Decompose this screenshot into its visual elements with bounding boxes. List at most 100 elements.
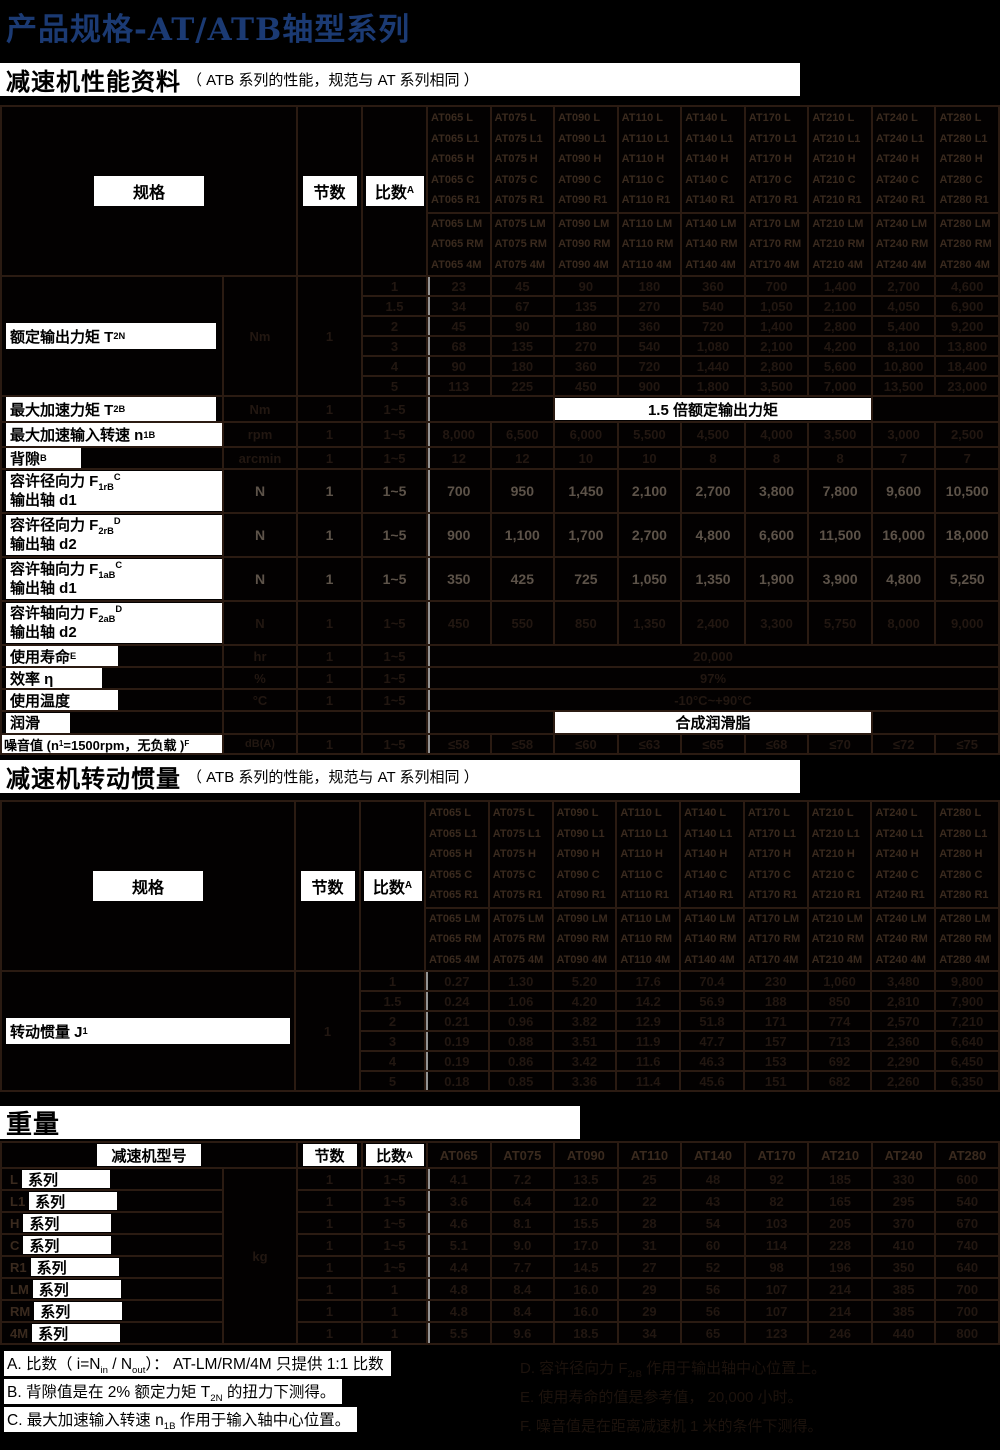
section-subtitle: （ ATB 系列的性能，规范与 AT 系列相同 ）: [187, 769, 479, 786]
value: 1: [390, 1281, 399, 1297]
value: 2,260: [887, 1073, 920, 1089]
text-segment: 转动惯量 J: [10, 1023, 83, 1041]
value-cell: 0.96: [489, 1012, 552, 1030]
row-label-box: 润滑: [6, 712, 70, 733]
value: 25: [642, 1171, 657, 1187]
model-header-cell: AT240 L AT240 L1 AT240 H AT240 C AT240 R1: [872, 802, 935, 907]
stages-cell: 1: [298, 1191, 361, 1211]
ratio-cell: 4: [363, 357, 426, 375]
value-cell: ≤58: [428, 735, 490, 753]
value: 34: [642, 1325, 657, 1341]
value-cell: 1,060: [808, 972, 871, 990]
value-cell: 720: [682, 317, 744, 335]
value: 1,800: [696, 378, 730, 394]
ratio-header-box: 比数 A: [363, 871, 422, 901]
model-name: AT065 H: [429, 848, 473, 861]
ratio-cell: 1~5: [363, 514, 426, 556]
value-cell: 4.6: [428, 1213, 490, 1233]
stages-cell: 1: [298, 470, 361, 512]
value-cell: 1,350: [682, 558, 744, 600]
text-segment: 最大加速力矩 T: [10, 401, 114, 419]
value: dB(A): [245, 738, 275, 750]
row-label-box: 容许径向力 F2rBD 输出轴 d2: [6, 515, 222, 555]
value: 节数: [313, 185, 346, 202]
text-segment: E. 使用寿命的值是参考值， 20,000 小时。: [520, 1389, 803, 1406]
value: 1: [325, 450, 334, 466]
value: 1: [390, 278, 399, 294]
value: 16.0: [573, 1303, 599, 1319]
value: 7,210: [950, 1013, 984, 1029]
value: 6.4: [513, 1193, 532, 1209]
value: 97%: [699, 670, 727, 686]
value: 9,000: [950, 615, 984, 631]
value: 188: [764, 993, 787, 1009]
value: 1: [325, 1281, 334, 1297]
value: 157: [764, 1033, 787, 1049]
value: 10: [578, 450, 594, 466]
value: 系列: [36, 1259, 67, 1277]
model-header-cell: AT240 LM AT240 RM AT240 4M: [872, 214, 935, 275]
value: 1: [325, 328, 334, 344]
value-cell: 214: [809, 1279, 871, 1299]
model-name: AT090 C: [558, 173, 602, 186]
ratio-cell: 4: [361, 1052, 424, 1070]
value: 1: [325, 483, 334, 499]
value-cell: 12: [491, 448, 554, 468]
model-name: AT280 RM: [939, 238, 992, 251]
text-segment: A. 比数（ i=N: [7, 1356, 101, 1373]
ratio-cell: 1~5: [363, 602, 426, 644]
value: 29: [642, 1281, 657, 1297]
unit-cell: N: [224, 558, 296, 600]
model-name: AT110 RM: [620, 933, 673, 946]
row-label-box: 容许轴向力 F2aBD 输出轴 d2: [6, 603, 222, 643]
unit-cell: hr: [224, 646, 296, 666]
model-header-cell: AT110 L AT110 L1 AT110 H AT110 C AT110 R1: [618, 107, 681, 212]
value-cell: 0.85: [489, 1072, 552, 1090]
model-name: AT110 L1: [620, 827, 668, 840]
value: Nm: [249, 401, 271, 417]
series-box: 系列: [32, 1324, 121, 1343]
model-header-cell: AT110 L AT110 L1 AT110 H AT110 C AT110 R1: [617, 802, 680, 907]
model-name: AT210 RM: [812, 238, 865, 251]
spec-header-cell: 规格: [2, 107, 296, 275]
value: 4,800: [695, 527, 731, 543]
value: 1~5: [383, 648, 406, 664]
value: 4,000: [760, 427, 793, 442]
value-cell: 135: [555, 297, 617, 315]
model-name: AT140 LM: [685, 217, 737, 230]
value: 5.1: [449, 1237, 468, 1253]
value-cell: 13,500: [872, 377, 935, 395]
value-cell: 17.6: [617, 972, 680, 990]
value: 11.9: [635, 1033, 661, 1049]
model-name: AT170 L: [747, 807, 790, 820]
value: 700: [447, 483, 471, 499]
value: 27: [642, 1259, 657, 1275]
value: 1.5: [385, 298, 404, 314]
value-cell: 1,450: [555, 470, 617, 512]
value: 13.5: [573, 1171, 599, 1187]
model-name: AT065 R1: [431, 194, 481, 207]
value-cell: 7,000: [809, 377, 871, 395]
value: 720: [702, 318, 724, 334]
value: 1.5: [383, 993, 402, 1009]
value-cell: 0.24: [426, 992, 488, 1010]
value-cell: 45.6: [681, 1072, 743, 1090]
text-segment: 润滑: [10, 715, 41, 732]
value: 900: [638, 378, 661, 394]
value-cell: 5,600: [809, 357, 871, 375]
value: 6,000: [569, 427, 603, 442]
model-header-cell: AT140: [682, 1143, 744, 1167]
value: 0.96: [508, 1013, 534, 1029]
model-name: AT065 C: [429, 868, 473, 881]
value: 92: [769, 1171, 784, 1187]
value: hr: [253, 648, 267, 664]
model-name: AT140 H: [685, 153, 729, 166]
value-cell: 180: [555, 317, 617, 335]
value-cell: 8,100: [872, 337, 935, 355]
model-header-cell: AT110 LM AT110 RM AT110 4M: [617, 909, 680, 970]
ratio-cell: 1.5: [363, 297, 426, 315]
value: 107: [765, 1303, 788, 1319]
model-header-cell: AT075: [491, 1143, 554, 1167]
value-cell: 25: [618, 1169, 681, 1189]
value-cell: 67: [491, 297, 554, 315]
